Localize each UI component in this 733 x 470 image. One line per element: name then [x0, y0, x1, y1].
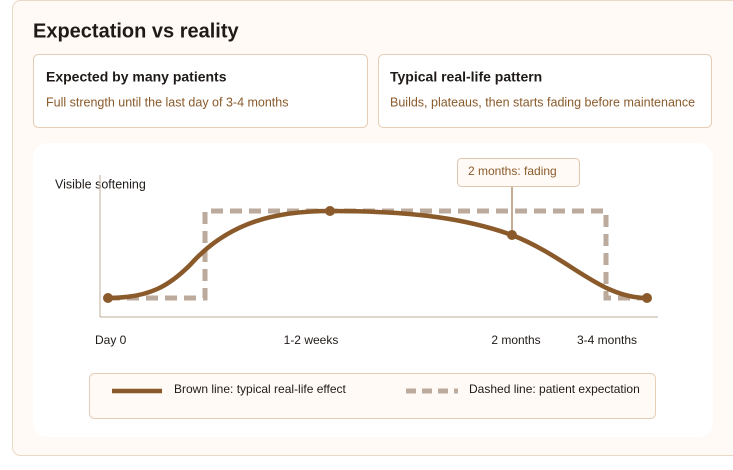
card	[34, 55, 368, 128]
legend-text: Brown line: typical real-life effect	[174, 382, 347, 396]
card-text: Builds, plateaus, then starts fading bef…	[390, 95, 695, 109]
title: Expectation vs reality	[33, 20, 240, 42]
x-label: Day 0	[95, 333, 127, 347]
point	[325, 206, 335, 216]
card-heading: Expected by many patients	[46, 69, 227, 85]
card	[379, 55, 712, 128]
point	[103, 293, 113, 303]
legend-text: Dashed line: patient expectation	[469, 382, 640, 396]
x-label: 2 months	[491, 333, 540, 347]
x-label: 3-4 months	[577, 333, 637, 347]
card-text: Full strength until the last day of 3-4 …	[46, 95, 289, 109]
point	[642, 293, 652, 303]
card-heading: Typical real-life pattern	[390, 69, 542, 85]
x-label: 1-2 weeks	[284, 333, 339, 347]
callout-text: 2 months: fading	[468, 164, 557, 178]
